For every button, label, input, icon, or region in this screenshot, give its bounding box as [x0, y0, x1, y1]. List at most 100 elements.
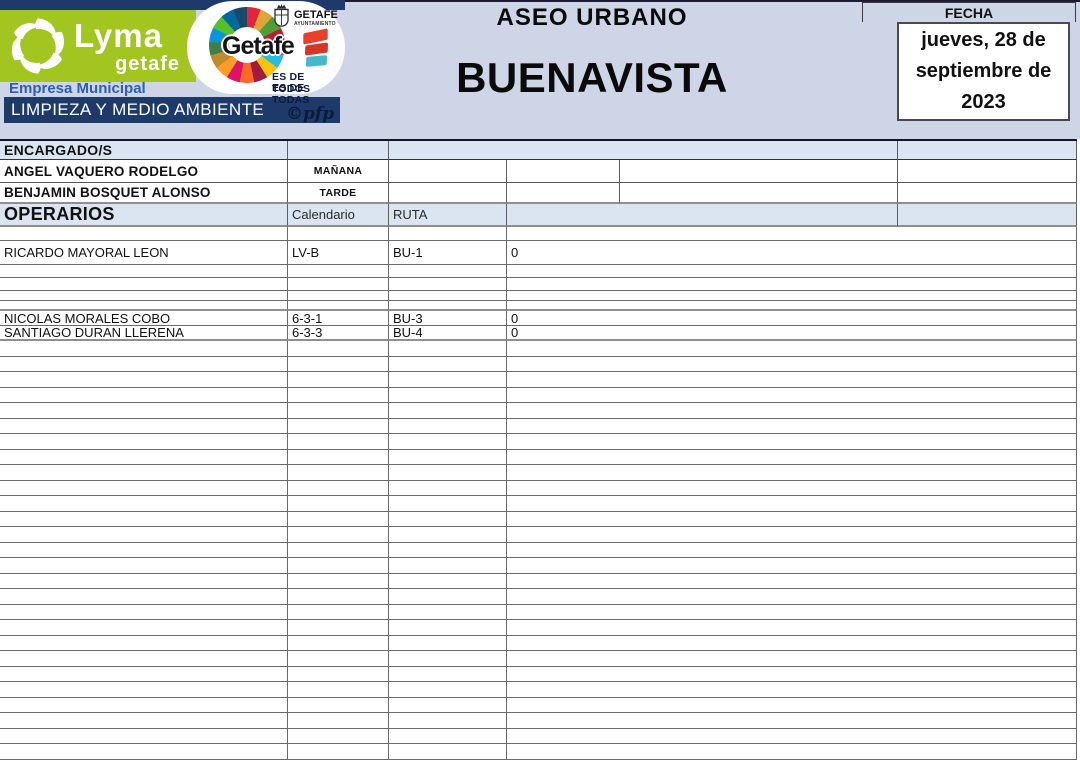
empty-cell — [389, 682, 507, 698]
empty-cell — [389, 496, 507, 512]
empty-cell — [507, 434, 1077, 450]
empty-cell — [288, 651, 389, 667]
operario-row: SANTIAGO DURAN LLERENA 6-3-3 BU-4 0 — [0, 326, 1077, 341]
empty-cell — [288, 573, 389, 589]
empty-cell — [0, 449, 288, 465]
empty-cell — [507, 573, 1077, 589]
operario-name-cell: SANTIAGO DURAN LLERENA — [0, 326, 288, 341]
departamento-bar: LIMPIEZA Y MEDIO AMBIENTE — [4, 97, 340, 123]
empty-cell — [507, 160, 620, 183]
empty-row — [0, 291, 1077, 301]
empty-row — [0, 227, 1077, 241]
empty-cell — [507, 496, 1077, 512]
empty-cell — [389, 372, 507, 388]
ruta-cell: BU-1 — [389, 241, 507, 265]
empty-cell — [507, 713, 1077, 729]
shift-cell: MAÑANA — [288, 160, 389, 183]
empty-cell — [389, 356, 507, 372]
empty-row — [0, 697, 1077, 713]
empty-row — [0, 744, 1077, 760]
empty-row — [0, 278, 1077, 291]
empty-cell — [288, 604, 389, 620]
shift-cell: TARDE — [288, 183, 389, 204]
motto-line2: ES DE TODAS — [272, 82, 310, 106]
empty-cell — [0, 372, 288, 388]
empty-cell — [507, 542, 1077, 558]
empty-cell — [288, 496, 389, 512]
operario-row: RICARDO MAYORAL LEON LV-B BU-1 0 — [0, 241, 1077, 265]
empty-cell — [0, 589, 288, 605]
empty-row — [0, 558, 1077, 574]
empty-cell — [507, 604, 1077, 620]
empty-cell — [288, 744, 389, 760]
empty-row — [0, 265, 1077, 278]
empty-cell — [389, 265, 507, 278]
motto-line1: ES DE TODOS — [272, 71, 311, 95]
empty-cell — [507, 511, 1077, 527]
empty-cell — [389, 141, 898, 160]
empty-row — [0, 651, 1077, 667]
empty-cell — [507, 635, 1077, 651]
getafe-crest-icon — [274, 3, 289, 27]
empty-cell — [389, 387, 507, 403]
empty-cell — [389, 449, 507, 465]
empty-cell — [0, 713, 288, 729]
empty-row — [0, 403, 1077, 419]
empty-row — [0, 465, 1077, 481]
empty-cell — [288, 682, 389, 698]
empty-cell — [389, 713, 507, 729]
top-navy-strip — [0, 0, 345, 10]
fecha-label: FECHA — [862, 2, 1076, 22]
empty-cell — [288, 666, 389, 682]
empty-cell — [507, 341, 1077, 357]
empty-cell — [389, 558, 507, 574]
empty-cell — [389, 341, 507, 357]
empty-row — [0, 372, 1077, 388]
empty-row — [0, 527, 1077, 543]
empty-cell — [507, 666, 1077, 682]
empty-cell — [389, 604, 507, 620]
empty-cell — [507, 301, 1077, 311]
empty-cell — [288, 558, 389, 574]
empty-cell — [0, 278, 288, 291]
empty-row — [0, 573, 1077, 589]
empty-cell — [0, 620, 288, 636]
encargado-name-cell: ANGEL VAQUERO RODELGO — [0, 160, 288, 183]
empty-cell — [389, 651, 507, 667]
operario-row: NICOLAS MORALES COBO 6-3-1 BU-3 0 — [0, 311, 1077, 326]
empty-row — [0, 480, 1077, 496]
empty-cell — [389, 301, 507, 311]
empty-cell — [389, 465, 507, 481]
empty-cell — [507, 291, 1077, 301]
empty-cell — [389, 227, 507, 241]
empty-row — [0, 511, 1077, 527]
empty-cell — [507, 183, 620, 204]
empty-cell — [507, 697, 1077, 713]
empty-cell — [389, 728, 507, 744]
empty-cell — [288, 403, 389, 419]
empty-cell — [0, 418, 288, 434]
empty-cell — [0, 635, 288, 651]
empty-cell — [389, 744, 507, 760]
empty-row — [0, 418, 1077, 434]
operario-name-cell: NICOLAS MORALES COBO — [0, 311, 288, 326]
empty-cell — [288, 697, 389, 713]
empty-cell — [389, 542, 507, 558]
empty-cell — [389, 666, 507, 682]
empty-row — [0, 666, 1077, 682]
empty-row — [0, 301, 1077, 311]
empty-cell — [288, 728, 389, 744]
empty-cell — [288, 480, 389, 496]
empty-cell — [288, 620, 389, 636]
empty-cell — [507, 227, 1077, 241]
empty-row — [0, 589, 1077, 605]
getafe-wordmark: Getafe — [222, 32, 295, 60]
empty-cell — [389, 511, 507, 527]
empty-cell — [389, 697, 507, 713]
empty-cell — [507, 728, 1077, 744]
empty-row — [0, 341, 1077, 357]
empty-cell — [0, 697, 288, 713]
empty-cell — [389, 635, 507, 651]
empty-row — [0, 356, 1077, 372]
